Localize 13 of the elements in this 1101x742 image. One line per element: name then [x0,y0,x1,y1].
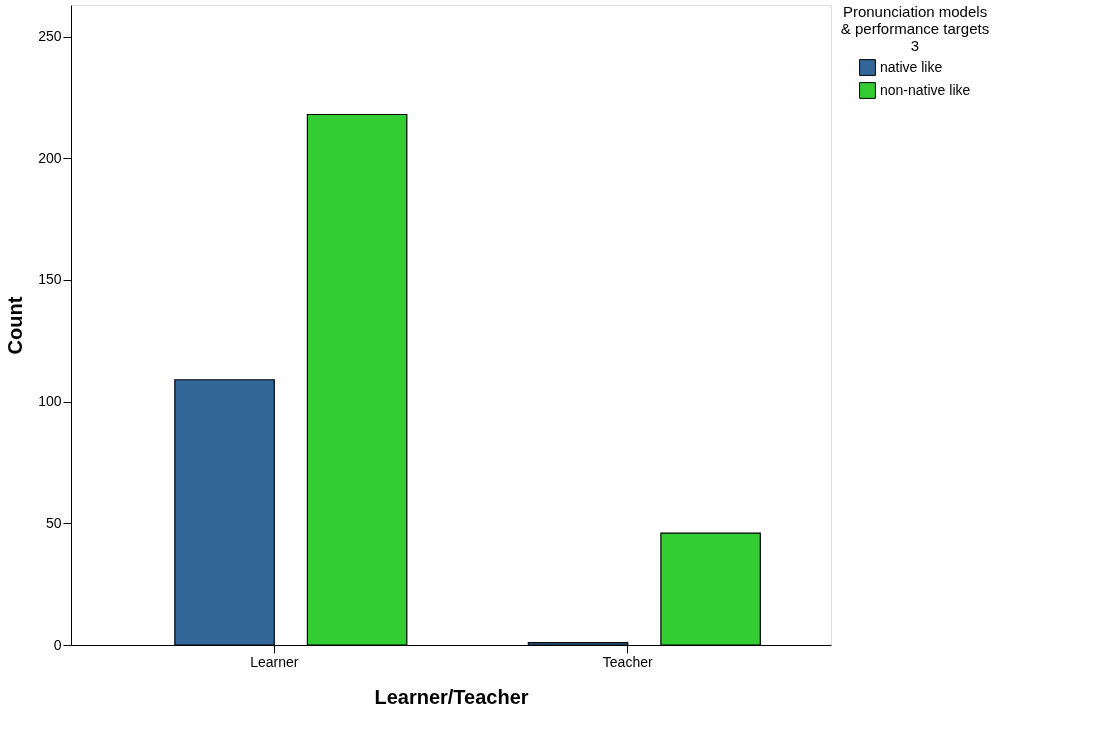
legend-title: Pronunciation models & performance targets 3 [840,3,990,54]
y-tick-label: 150 [38,271,62,288]
legend-label: non-native like [880,81,971,98]
x-axis-title: Learner/Teacher [374,685,529,708]
y-axis-title: Count [4,296,27,355]
legend-label: native like [880,58,943,75]
y-tick-label: 0 [53,636,62,653]
x-tick-label: Teacher [602,653,653,670]
y-tick-label: 200 [38,149,62,166]
x-tick-label: Learner [250,653,299,670]
y-tick-label: 250 [38,28,62,45]
y-tick-label: 50 [45,514,62,531]
y-tick-label: 100 [38,393,62,410]
